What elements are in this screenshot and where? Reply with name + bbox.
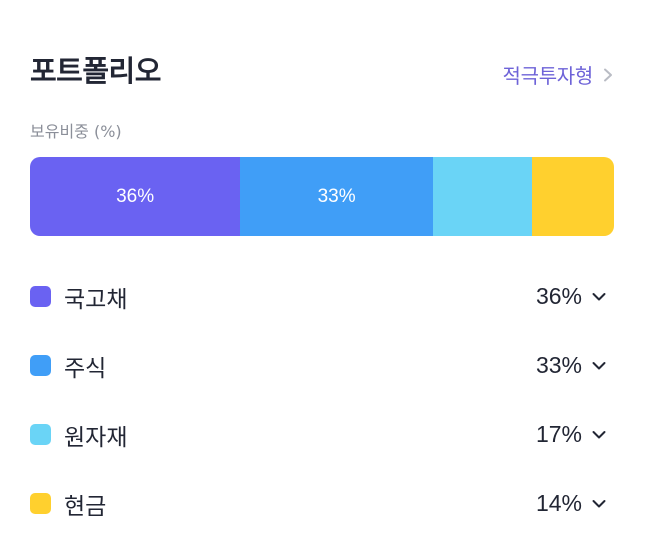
legend-row-stocks[interactable]: 주식 33%	[30, 331, 615, 400]
investment-profile-label: 적극투자형	[502, 64, 594, 88]
asset-percent: 17%	[535, 421, 582, 447]
asset-percent: 33%	[535, 352, 582, 378]
chevron-down-icon	[592, 292, 606, 300]
color-swatch	[30, 424, 51, 445]
page-title: 포트폴리오	[30, 54, 161, 88]
color-swatch	[30, 493, 51, 514]
asset-label: 현금	[64, 493, 107, 520]
chevron-down-icon	[592, 361, 606, 369]
legend-row-cash[interactable]: 현금 14%	[30, 469, 615, 538]
asset-percent: 36%	[535, 283, 582, 309]
portfolio-header: 포트폴리오 적극투자형	[30, 40, 615, 100]
asset-percent: 14%	[535, 490, 582, 516]
allocation-segment-commodities	[432, 157, 533, 236]
allocation-bar: 36% 33%	[30, 157, 614, 236]
asset-label: 주식	[64, 355, 107, 382]
allocation-segment-stocks: 33%	[240, 157, 433, 236]
chevron-down-icon	[592, 499, 606, 507]
legend-row-bonds[interactable]: 국고채 36%	[30, 262, 615, 331]
asset-label: 국고채	[64, 286, 128, 313]
chevron-right-icon	[604, 68, 612, 81]
chevron-down-icon	[592, 430, 606, 438]
allocation-legend: 국고채 36% 주식 33% 원자재 17% 현금 1	[30, 262, 615, 538]
allocation-segment-bonds: 36%	[30, 157, 241, 236]
allocation-segment-cash	[532, 157, 614, 236]
color-swatch	[30, 286, 51, 307]
color-swatch	[30, 355, 51, 376]
segment-percent-label: 33%	[317, 185, 356, 207]
investment-profile-link[interactable]: 적극투자형	[503, 60, 616, 89]
asset-label: 원자재	[64, 424, 128, 451]
holding-ratio-label: 보유비중 (%)	[30, 122, 122, 141]
segment-percent-label: 36%	[116, 185, 155, 207]
legend-row-commodities[interactable]: 원자재 17%	[30, 400, 615, 469]
